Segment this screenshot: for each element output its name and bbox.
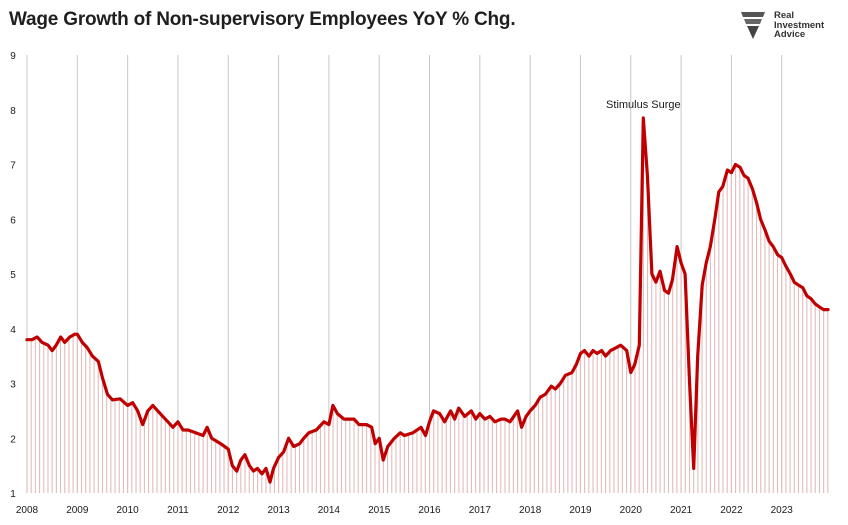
x-tick-label: 2009 <box>66 505 89 516</box>
y-tick-label: 4 <box>10 325 16 336</box>
x-tick-label: 2022 <box>720 505 743 516</box>
logo-name: Real Investment Advice <box>774 10 825 40</box>
annotation-label: Stimulus Surge <box>606 99 681 111</box>
x-tick-label: 2016 <box>418 505 441 516</box>
y-tick-label: 5 <box>10 270 16 281</box>
y-tick-label: 9 <box>10 51 16 62</box>
x-tick-label: 2020 <box>620 505 643 516</box>
x-tick-label: 2018 <box>519 505 542 516</box>
x-tick-label: 2008 <box>16 505 39 516</box>
x-tick-label: 2021 <box>670 505 693 516</box>
x-tick-label: 2017 <box>469 505 492 516</box>
annotation-layer: Stimulus Surge <box>606 99 681 111</box>
x-tick-label: 2014 <box>318 505 341 516</box>
x-tick-label: 2015 <box>368 505 391 516</box>
x-tick-label: 2013 <box>267 505 290 516</box>
y-tick-label: 2 <box>10 434 16 445</box>
x-axis: 2008 2009 2010 2011 2012 2013 2014 2015 2016 2017… <box>16 505 793 516</box>
value-bars <box>26 117 829 493</box>
x-tick-label: 2023 <box>771 505 794 516</box>
chart-title: Wage Growth of Non-supervisory Employees… <box>9 9 516 30</box>
y-tick-label: 3 <box>10 380 16 391</box>
shield-eagle-icon <box>741 12 765 39</box>
y-tick-label: 6 <box>10 215 16 226</box>
x-tick-label: 2011 <box>167 505 189 516</box>
y-tick-label: 7 <box>10 161 16 172</box>
y-tick-label: 8 <box>10 106 16 117</box>
series-line-layer <box>25 116 830 484</box>
y-tick-label: 1 <box>10 489 16 500</box>
x-tick-label: 2019 <box>569 505 592 516</box>
x-tick-label: 2012 <box>217 505 240 516</box>
x-tick-label: 2010 <box>117 505 140 516</box>
y-axis: 1 2 3 4 5 6 7 8 9 <box>10 51 16 500</box>
series-line <box>25 116 830 484</box>
logo: Real Investment Advice <box>738 9 838 41</box>
